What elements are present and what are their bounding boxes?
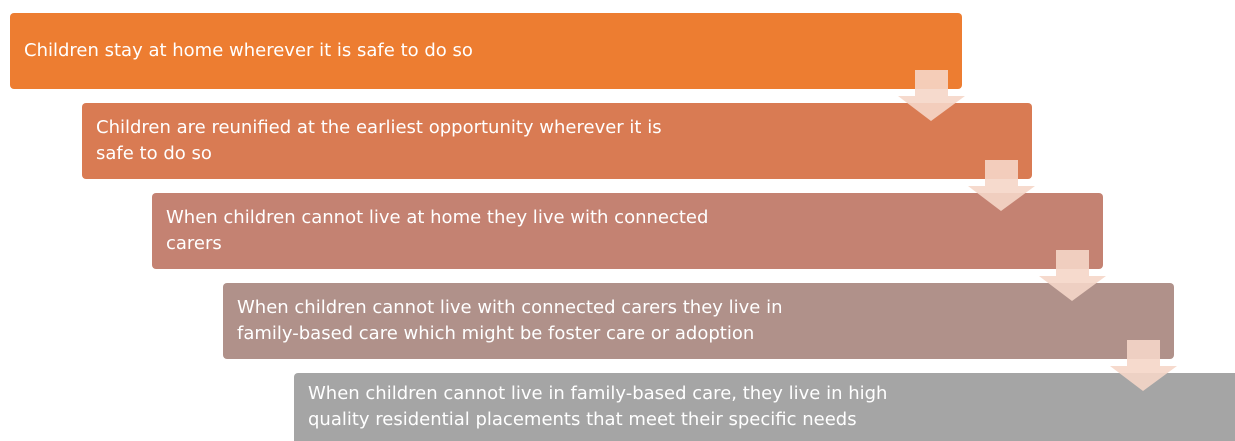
step-text: When children cannot live at home they l… xyxy=(166,207,709,228)
step-box: Children are reunified at the earliest o… xyxy=(82,103,1032,179)
down-arrow xyxy=(1039,250,1106,301)
step-text: carers xyxy=(166,233,222,254)
step-box: Children stay at home wherever it is saf… xyxy=(10,13,962,89)
step-text: When children cannot live in family-base… xyxy=(308,383,888,404)
down-arrow xyxy=(968,160,1035,211)
step-text: Children stay at home wherever it is saf… xyxy=(24,40,473,61)
step-box: When children cannot live with connected… xyxy=(223,283,1174,359)
step-text: family-based care which might be foster … xyxy=(237,323,755,344)
down-arrow xyxy=(898,70,965,121)
step-box: When children cannot live at home they l… xyxy=(152,193,1103,269)
step-text: Children are reunified at the earliest o… xyxy=(96,117,662,138)
step-box: When children cannot live in family-base… xyxy=(294,373,1235,441)
step-text: quality residential placements that meet… xyxy=(308,409,857,430)
step-text: safe to do so xyxy=(96,143,212,164)
down-arrow xyxy=(1110,340,1177,391)
step-text: When children cannot live with connected… xyxy=(237,297,783,318)
